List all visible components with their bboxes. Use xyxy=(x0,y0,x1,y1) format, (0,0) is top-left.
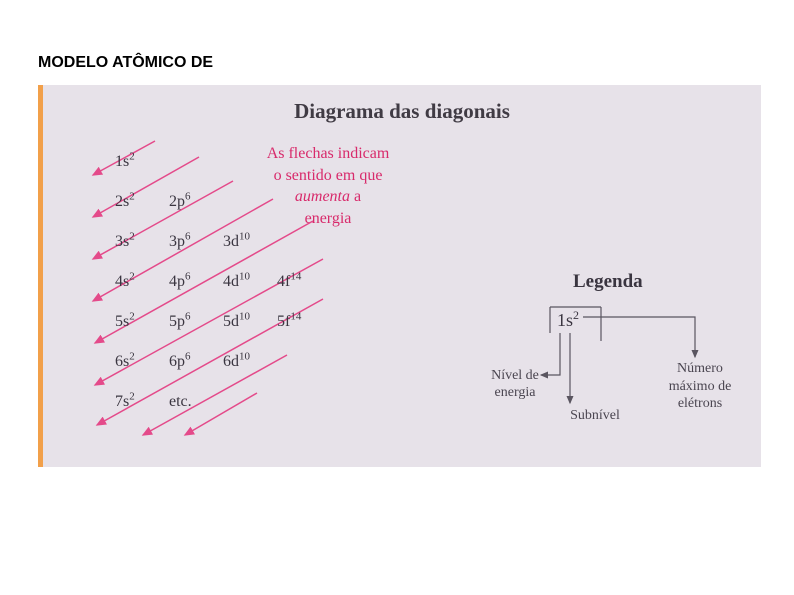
orbital-5d: 5d10 xyxy=(223,313,250,331)
legend-bracket xyxy=(541,333,560,375)
orbital-1s: 1s2 xyxy=(115,153,135,171)
orbital-4s: 4s2 xyxy=(115,273,135,291)
orbital-3d: 3d10 xyxy=(223,233,250,251)
orbital-5s: 5s2 xyxy=(115,313,135,331)
orbital-etc: etc. xyxy=(169,393,192,411)
orbital-6p: 6p6 xyxy=(169,353,191,371)
orbital-7s: 7s2 xyxy=(115,393,135,411)
orbital-5p: 5p6 xyxy=(169,313,191,331)
orbital-3s: 3s2 xyxy=(115,233,135,251)
orbital-6d: 6d10 xyxy=(223,353,250,371)
orbital-4f: 4f14 xyxy=(277,273,301,291)
orbital-2s: 2s2 xyxy=(115,193,135,211)
orbital-5f: 5f14 xyxy=(277,313,301,331)
page-header: MODELO ATÔMICO DE xyxy=(38,54,213,72)
orbital-4p: 4p6 xyxy=(169,273,191,291)
diagram-panel: Diagrama das diagonais As flechas indica… xyxy=(38,85,761,467)
orbital-4d: 4d10 xyxy=(223,273,250,291)
legend-bracket xyxy=(583,317,695,357)
page: MODELO ATÔMICO DE Diagrama das diagonais… xyxy=(0,0,794,595)
orbital-2p: 2p6 xyxy=(169,193,191,211)
orbital-3p: 3p6 xyxy=(169,233,191,251)
orbital-6s: 6s2 xyxy=(115,353,135,371)
legend-bracket-layer xyxy=(43,85,761,467)
